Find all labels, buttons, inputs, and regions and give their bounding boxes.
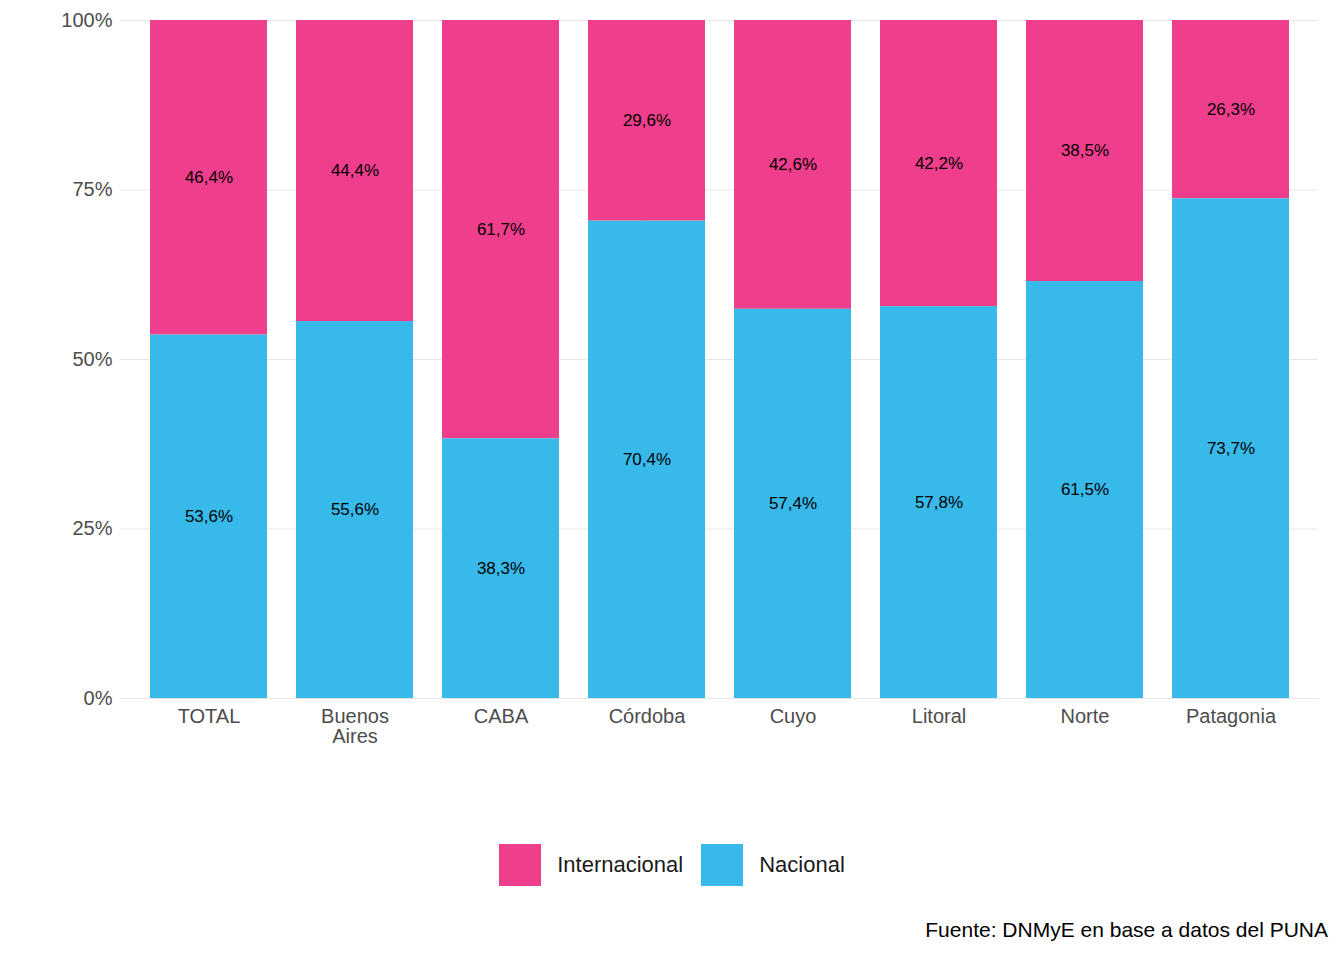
svg-text:0%: 0% <box>84 687 113 709</box>
svg-text:Patagonia: Patagonia <box>1186 705 1277 727</box>
svg-text:61,7%: 61,7% <box>477 220 525 239</box>
svg-text:57,4%: 57,4% <box>769 494 817 513</box>
svg-text:Córdoba: Córdoba <box>609 705 687 727</box>
svg-text:100%: 100% <box>61 9 112 31</box>
svg-text:26,3%: 26,3% <box>1207 100 1255 119</box>
svg-text:42,6%: 42,6% <box>769 155 817 174</box>
svg-text:Norte: Norte <box>1061 705 1110 727</box>
html-text:Internacional: Internacional <box>557 852 684 877</box>
svg-text:75%: 75% <box>72 178 112 200</box>
svg-text:29,6%: 29,6% <box>623 111 671 130</box>
html-text:Nacional: Nacional <box>759 852 845 877</box>
svg-text:61,5%: 61,5% <box>1061 480 1109 499</box>
svg-text:TOTAL: TOTAL <box>178 705 241 727</box>
svg-text:46,4%: 46,4% <box>185 168 233 187</box>
svg-text:42,2%: 42,2% <box>915 154 963 173</box>
svg-text:Cuyo: Cuyo <box>770 705 817 727</box>
svg-text:38,3%: 38,3% <box>477 559 525 578</box>
svg-text:44,4%: 44,4% <box>331 161 379 180</box>
svg-text:25%: 25% <box>72 517 112 539</box>
svg-text:70,4%: 70,4% <box>623 450 671 469</box>
svg-text:55,6%: 55,6% <box>331 500 379 519</box>
svg-text:Litoral: Litoral <box>912 705 966 727</box>
svg-text:38,5%: 38,5% <box>1061 141 1109 160</box>
svg-text:BuenosAires: BuenosAires <box>321 705 389 747</box>
svg-text:57,8%: 57,8% <box>915 493 963 512</box>
svg-text:53,6%: 53,6% <box>185 507 233 526</box>
html-text:Fuente: DNMyE en base a datos: Fuente: DNMyE en base a datos del PUNA <box>925 918 1328 941</box>
svg-text:73,7%: 73,7% <box>1207 439 1255 458</box>
svg-text:CABA: CABA <box>474 705 529 727</box>
svg-text:50%: 50% <box>72 348 112 370</box>
